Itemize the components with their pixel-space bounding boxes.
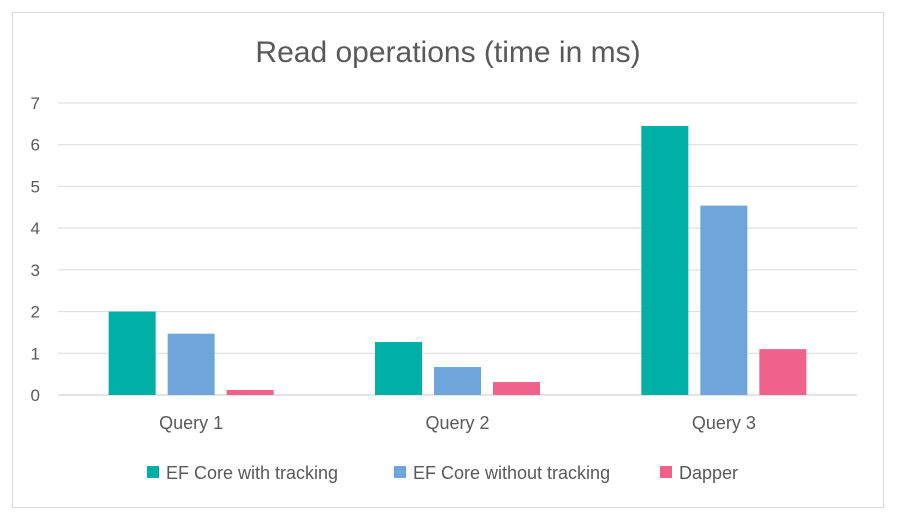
bar-ef-core-without-tracking-query-3 <box>700 205 748 395</box>
bar-dapper-query-1 <box>226 389 274 395</box>
y-tick-label: 0 <box>31 386 40 405</box>
legend-swatch <box>394 466 406 478</box>
bar-ef-core-with-tracking-query-3 <box>641 125 689 395</box>
chart-title: Read operations (time in ms) <box>255 36 640 69</box>
y-tick-label: 2 <box>31 303 40 322</box>
y-tick-label: 7 <box>31 94 40 113</box>
x-category-label: Query 3 <box>692 413 756 433</box>
legend-swatch <box>147 466 159 478</box>
legend-swatch <box>660 466 672 478</box>
y-tick-label: 3 <box>31 261 40 280</box>
y-tick-label: 6 <box>31 136 40 155</box>
bar-ef-core-with-tracking-query-2 <box>375 342 422 395</box>
bars <box>108 125 807 395</box>
bar-ef-core-without-tracking-query-2 <box>434 367 481 395</box>
x-category-label: Query 2 <box>425 413 489 433</box>
x-category-label: Query 1 <box>159 413 223 433</box>
y-tick-label: 5 <box>31 177 40 196</box>
bar-dapper-query-2 <box>493 382 540 395</box>
bar-ef-core-without-tracking-query-1 <box>167 333 215 395</box>
bar-ef-core-with-tracking-query-1 <box>108 311 156 395</box>
legend: EF Core with tracking EF Core without tra… <box>147 463 738 483</box>
y-axis-ticks: 0 1 2 3 4 5 6 7 <box>31 94 40 405</box>
bar-dapper-query-3 <box>759 349 807 395</box>
y-tick-label: 4 <box>31 219 40 238</box>
legend-label: EF Core without tracking <box>413 463 610 483</box>
legend-label: EF Core with tracking <box>166 463 338 483</box>
y-tick-label: 1 <box>31 344 40 363</box>
category-labels: Query 1 Query 2 Query 3 <box>159 413 756 433</box>
legend-label: Dapper <box>679 463 738 483</box>
